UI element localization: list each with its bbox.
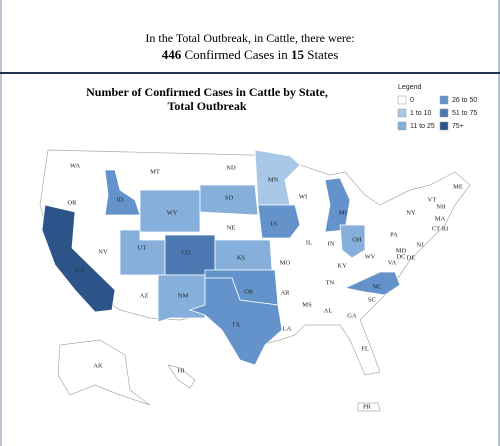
state-label: WV: [365, 253, 376, 260]
legend-label: 26 to 50: [452, 97, 477, 104]
map: CA ID WY UT CO NM KS OK TX SD MN IA MI OH NC WA OR NV MT AZ…: [39, 149, 471, 412]
state-label: MT: [150, 168, 160, 175]
legend-swatch: [439, 108, 449, 118]
state-label: AR: [280, 289, 290, 296]
state-label: DC: [396, 253, 405, 260]
state-label: GA: [347, 312, 357, 319]
hawaii-outline: [167, 364, 196, 389]
state-label: AZ: [140, 292, 149, 299]
state-label: WY: [167, 209, 178, 216]
case-count: 446: [162, 47, 182, 62]
state-label: IN: [328, 240, 335, 247]
pr-outline: [357, 402, 381, 412]
legend-swatch: [397, 108, 407, 118]
state-count: 15: [291, 47, 305, 62]
state-label: TN: [326, 279, 335, 286]
state-shape: [188, 277, 283, 366]
header-summary: 446 Confirmed Cases in 15 States: [162, 47, 339, 62]
state-label: ND: [226, 164, 236, 171]
state-label: VA: [388, 259, 397, 266]
state-label: MI: [339, 209, 347, 216]
state-label: CO: [181, 249, 190, 256]
state-label: AL: [324, 307, 333, 314]
state-label: NE: [227, 224, 236, 231]
state-label: VT: [428, 196, 437, 203]
legend-title: Legend: [398, 84, 421, 91]
legend-label: 11 to 25: [410, 123, 435, 130]
state-label: MD: [396, 247, 407, 254]
state-label: TX: [232, 321, 241, 328]
legend-swatch: [397, 121, 407, 131]
state-label: NM: [178, 292, 189, 299]
state-shape: [104, 169, 141, 216]
state-shape: [339, 224, 366, 259]
state-label: MS: [302, 301, 312, 308]
state-label: KS: [237, 254, 246, 261]
state-label: OH: [352, 236, 362, 243]
state-label: NC: [372, 283, 381, 290]
state-label: MN: [268, 176, 279, 183]
state-shape: [139, 189, 201, 233]
state-label: NH: [436, 203, 446, 210]
state-label: OR: [67, 199, 77, 206]
state-label: SC: [368, 296, 376, 303]
state-label: FL: [361, 345, 369, 352]
state-label: CT: [432, 225, 440, 232]
state-label: MA: [435, 215, 446, 222]
state-shape: [41, 204, 116, 313]
state-label: DE: [407, 254, 416, 261]
legend-swatch: [439, 121, 449, 131]
state-label: ME: [453, 183, 463, 190]
state-label: CA: [75, 266, 84, 273]
legend-swatch: [439, 95, 449, 105]
alaska-outline: [57, 339, 151, 406]
state-label: NJ: [416, 241, 424, 248]
state-label: RI: [442, 225, 449, 232]
state-label: ID: [117, 196, 124, 203]
map-title: Total Outbreak: [167, 99, 246, 113]
legend-swatch: [397, 95, 407, 105]
state-label: WI: [299, 193, 307, 200]
header-intro: In the Total Outbreak, in Cattle, there …: [145, 31, 354, 45]
state-label: KY: [337, 262, 347, 269]
state-label: PR: [363, 403, 372, 410]
case-text: Confirmed Cases in: [181, 47, 291, 62]
state-label: IA: [271, 220, 278, 227]
legend-label: 75+: [452, 123, 464, 130]
state-shape: [199, 184, 259, 216]
state-label: PA: [390, 231, 398, 238]
state-label: AK: [93, 362, 103, 369]
state-label: SD: [225, 194, 234, 201]
state-label: NY: [406, 209, 416, 216]
state-label: UT: [138, 244, 147, 251]
map-title: Number of Confirmed Cases in Cattle by S…: [86, 85, 328, 99]
state-label: WA: [70, 162, 80, 169]
state-label: LA: [283, 325, 292, 332]
state-label: IL: [306, 239, 312, 246]
legend-label: 0: [410, 97, 414, 104]
legend-label: 1 to 10: [410, 110, 432, 117]
state-shape: [257, 204, 301, 239]
state-label: OK: [244, 288, 254, 295]
state-label: HI: [178, 367, 185, 374]
state-text: States: [304, 47, 338, 62]
legend-label: 51 to 75: [452, 110, 477, 117]
state-shape: [343, 271, 401, 296]
state-label: MO: [280, 259, 291, 266]
state-label: NV: [98, 248, 108, 255]
